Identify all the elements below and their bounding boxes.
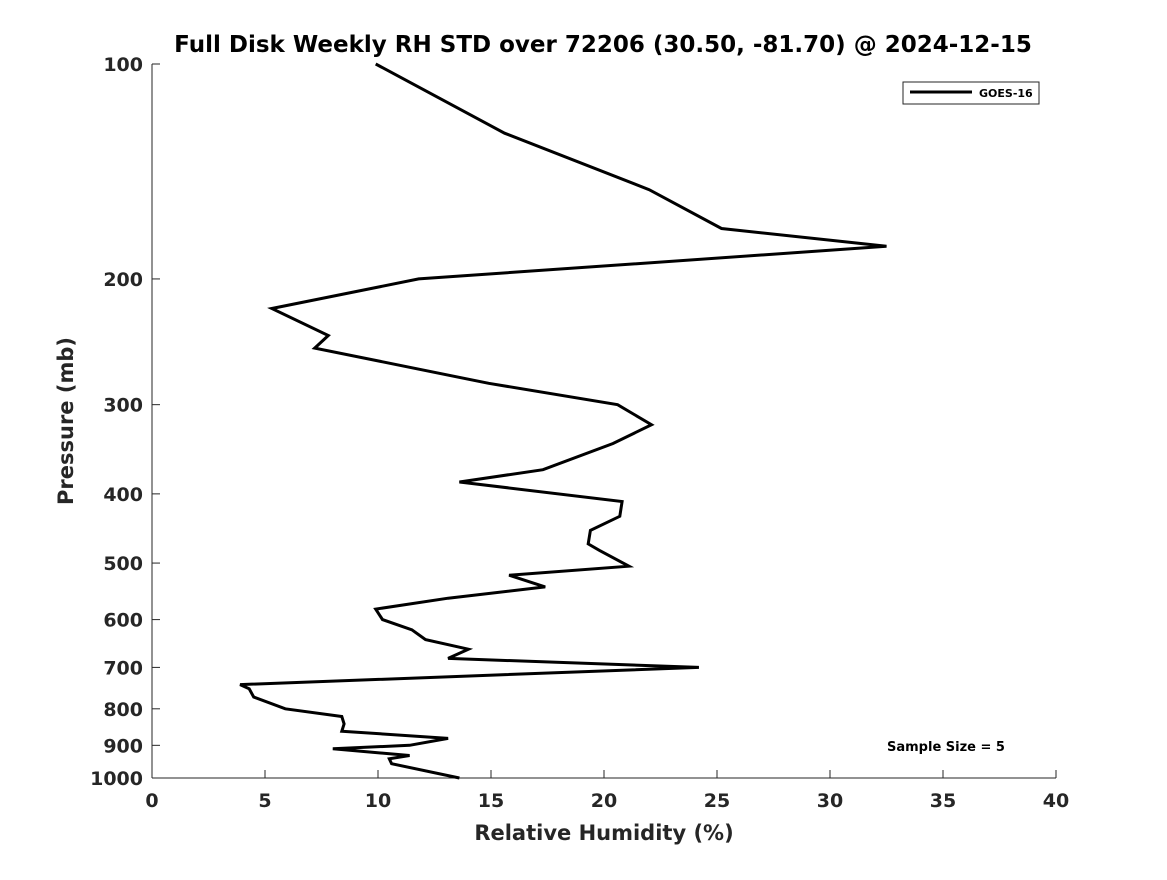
sample-size-annotation: Sample Size = 5 <box>887 740 1005 755</box>
y-ticks: 100 200 300 400 500 600 700 800 900 1000 <box>90 54 160 790</box>
x-tick-label: 5 <box>258 790 271 812</box>
legend: GOES-16 <box>902 81 1040 105</box>
series-layer <box>239 62 887 780</box>
x-tick-label: 20 <box>591 790 617 812</box>
x-tick-label: 30 <box>817 790 843 812</box>
y-tick-label: 200 <box>103 269 143 291</box>
x-tick-label: 25 <box>704 790 730 812</box>
x-axis-label: Relative Humidity (%) <box>474 821 733 845</box>
y-tick-label: 800 <box>103 699 143 721</box>
y-tick-label: 100 <box>103 54 143 76</box>
y-tick-label: 300 <box>103 395 143 417</box>
x-tick-label: 0 <box>145 790 158 812</box>
y-axis-label: Pressure (mb) <box>54 337 78 505</box>
y-tick-label: 700 <box>103 657 143 679</box>
x-tick-label: 40 <box>1043 790 1069 812</box>
y-tick-label: 900 <box>103 735 143 757</box>
x-ticks: 0 5 10 15 20 25 30 35 40 <box>145 770 1069 812</box>
series-line-goes-16 <box>239 62 887 780</box>
y-tick-label: 400 <box>103 484 143 506</box>
chart-title: Full Disk Weekly RH STD over 72206 (30.5… <box>174 32 1032 58</box>
x-tick-label: 15 <box>478 790 504 812</box>
y-tick-label: 500 <box>103 553 143 575</box>
x-tick-label: 10 <box>365 790 391 812</box>
legend-label-goes-16: GOES-16 <box>979 87 1033 100</box>
x-tick-label: 35 <box>930 790 956 812</box>
y-tick-label: 1000 <box>90 768 143 790</box>
y-tick-label: 600 <box>103 610 143 632</box>
